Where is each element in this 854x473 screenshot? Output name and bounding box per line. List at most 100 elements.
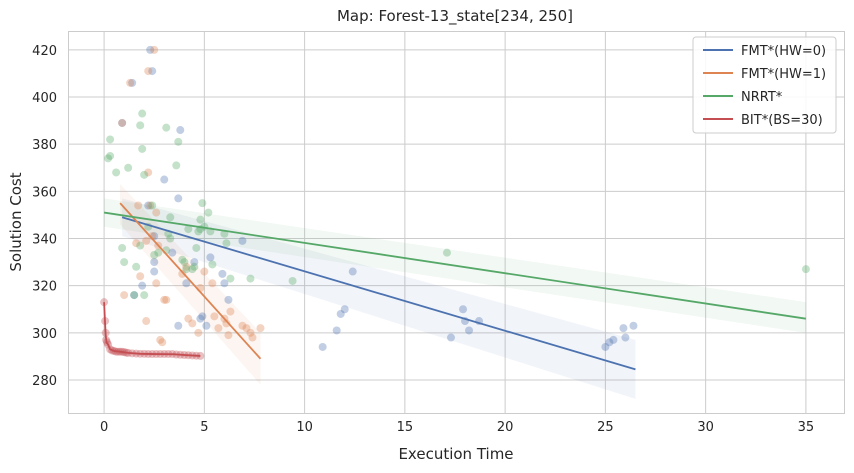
- nrrt-point: [136, 241, 145, 250]
- fmt-hw-0-fit-line: [121, 216, 636, 371]
- fmt-hw-1-point: [246, 328, 255, 337]
- fmt-hw-1-point: [222, 319, 231, 328]
- fmt-hw-0-point: [446, 333, 455, 342]
- y-tick-label: 340: [32, 233, 57, 248]
- legend-box: [692, 36, 837, 134]
- fmt-hw-0-point: [605, 338, 614, 347]
- y-tick-label: 320: [32, 280, 57, 295]
- nrrt-point: [120, 258, 129, 267]
- fmt-hw-1-point: [146, 201, 155, 210]
- nrrt-point: [180, 258, 189, 267]
- nrrt-point: [140, 291, 149, 300]
- fmt-hw-0-point: [629, 321, 638, 330]
- bit-bs-30-line: [103, 302, 201, 357]
- y-tick-label: 380: [32, 138, 57, 153]
- legend-label-fmt-hw-0: FMT*(HW=0): [741, 44, 826, 59]
- fmt-hw-1-point: [200, 267, 209, 276]
- fmt-hw-1-point: [160, 295, 169, 304]
- fmt-hw-0-point: [174, 321, 183, 330]
- nrrt-point: [184, 225, 193, 234]
- fmt-hw-0-point: [459, 305, 468, 314]
- fmt-hw-1-point: [224, 331, 233, 340]
- fmt-hw-1-point: [118, 118, 127, 127]
- nrrt-point: [138, 109, 147, 118]
- fmt-hw-1-point: [184, 314, 193, 323]
- x-tick-label: 5: [200, 420, 208, 435]
- fmt-hw-0-point: [318, 342, 327, 351]
- fmt-hw-0-point: [118, 118, 127, 127]
- fmt-hw-1-point: [152, 208, 161, 217]
- confidence-bands: [104, 184, 806, 399]
- fmt-hw-1-point: [156, 335, 165, 344]
- x-tick-label: 10: [296, 420, 313, 435]
- nrrt-point: [148, 201, 157, 210]
- nrrt-point: [442, 248, 451, 257]
- nrrt-point: [130, 291, 139, 300]
- nrrt-point: [136, 121, 145, 130]
- fmt-hw-1-point: [194, 328, 203, 337]
- fmt-hw-0-point: [168, 248, 177, 257]
- y-axis-label: Solution Cost: [7, 172, 25, 271]
- fmt-hw-0-point: [150, 267, 159, 276]
- nrrt-point: [118, 243, 127, 252]
- nrrt-point: [166, 213, 175, 222]
- fmt-hw-0-point: [174, 194, 183, 203]
- fmt-hw-0-point: [202, 321, 211, 330]
- fmt-hw-0-point: [619, 324, 628, 333]
- y-tick-label: 280: [32, 374, 57, 389]
- fmt-hw-0-point: [182, 279, 191, 288]
- fmt-hw-0-point: [150, 258, 159, 267]
- fmt-hw-1-point: [144, 67, 153, 76]
- fmt-hw-1-point: [134, 201, 143, 210]
- fmt-hw-0-point: [196, 314, 205, 323]
- y-tick-label: 360: [32, 185, 57, 200]
- fmt-hw-0-point: [148, 67, 157, 76]
- fmt-hw-1-point: [238, 321, 247, 330]
- nrrt-point: [198, 199, 207, 208]
- fmt-hw-0-point: [621, 333, 630, 342]
- fmt-hw-0-point: [198, 312, 207, 321]
- nrrt-point: [288, 276, 297, 285]
- nrrt-point: [190, 262, 199, 271]
- y-tick-label: 420: [32, 44, 57, 59]
- fmt-hw-1-point: [210, 312, 219, 321]
- fmt-hw-0-point: [144, 201, 153, 210]
- fmt-hw-0-point: [238, 236, 247, 245]
- nrrt-point: [226, 274, 235, 283]
- legend-label-nrrt: NRRT*: [741, 90, 783, 105]
- nrrt-point: [188, 265, 197, 274]
- fmt-hw-0-point: [609, 335, 618, 344]
- fmt-hw-1-confidence-band: [120, 184, 261, 385]
- nrrt-point: [138, 144, 147, 153]
- grid-lines: [68, 31, 844, 413]
- fmt-hw-1-point: [178, 269, 187, 278]
- nrrt-point: [172, 161, 181, 170]
- fmt-hw-1-point: [242, 324, 251, 333]
- fmt-hw-1-point: [226, 307, 235, 316]
- fmt-hw-1-point: [158, 338, 167, 347]
- nrrt-point: [140, 170, 149, 179]
- nrrt-point: [106, 151, 115, 160]
- fmt-hw-1-point: [256, 324, 265, 333]
- nrrt-point: [196, 215, 205, 224]
- nrrt-point: [154, 248, 163, 257]
- fmt-hw-0-point: [176, 126, 185, 135]
- x-tick-label: 35: [798, 420, 815, 435]
- fmt-hw-0-point: [190, 258, 199, 267]
- fmt-hw-0-point: [218, 269, 227, 278]
- fmt-hw-0-point: [465, 326, 474, 335]
- x-tick-label: 0: [100, 420, 108, 435]
- x-tick-label: 25: [597, 420, 614, 435]
- x-axis-label: Execution Time: [398, 445, 513, 463]
- series-lines: [103, 202, 807, 371]
- fmt-hw-1-point: [162, 295, 171, 304]
- fmt-hw-1-point: [214, 324, 223, 333]
- nrrt-point: [182, 265, 191, 274]
- fmt-hw-0-confidence-band: [122, 198, 636, 399]
- y-tick-label: 400: [32, 91, 57, 106]
- fmt-hw-0-point: [224, 295, 233, 304]
- fmt-hw-1-point: [120, 291, 129, 300]
- fmt-hw-1-point: [148, 232, 157, 241]
- legend-label-fmt-hw-1: FMT*(HW=1): [741, 67, 826, 82]
